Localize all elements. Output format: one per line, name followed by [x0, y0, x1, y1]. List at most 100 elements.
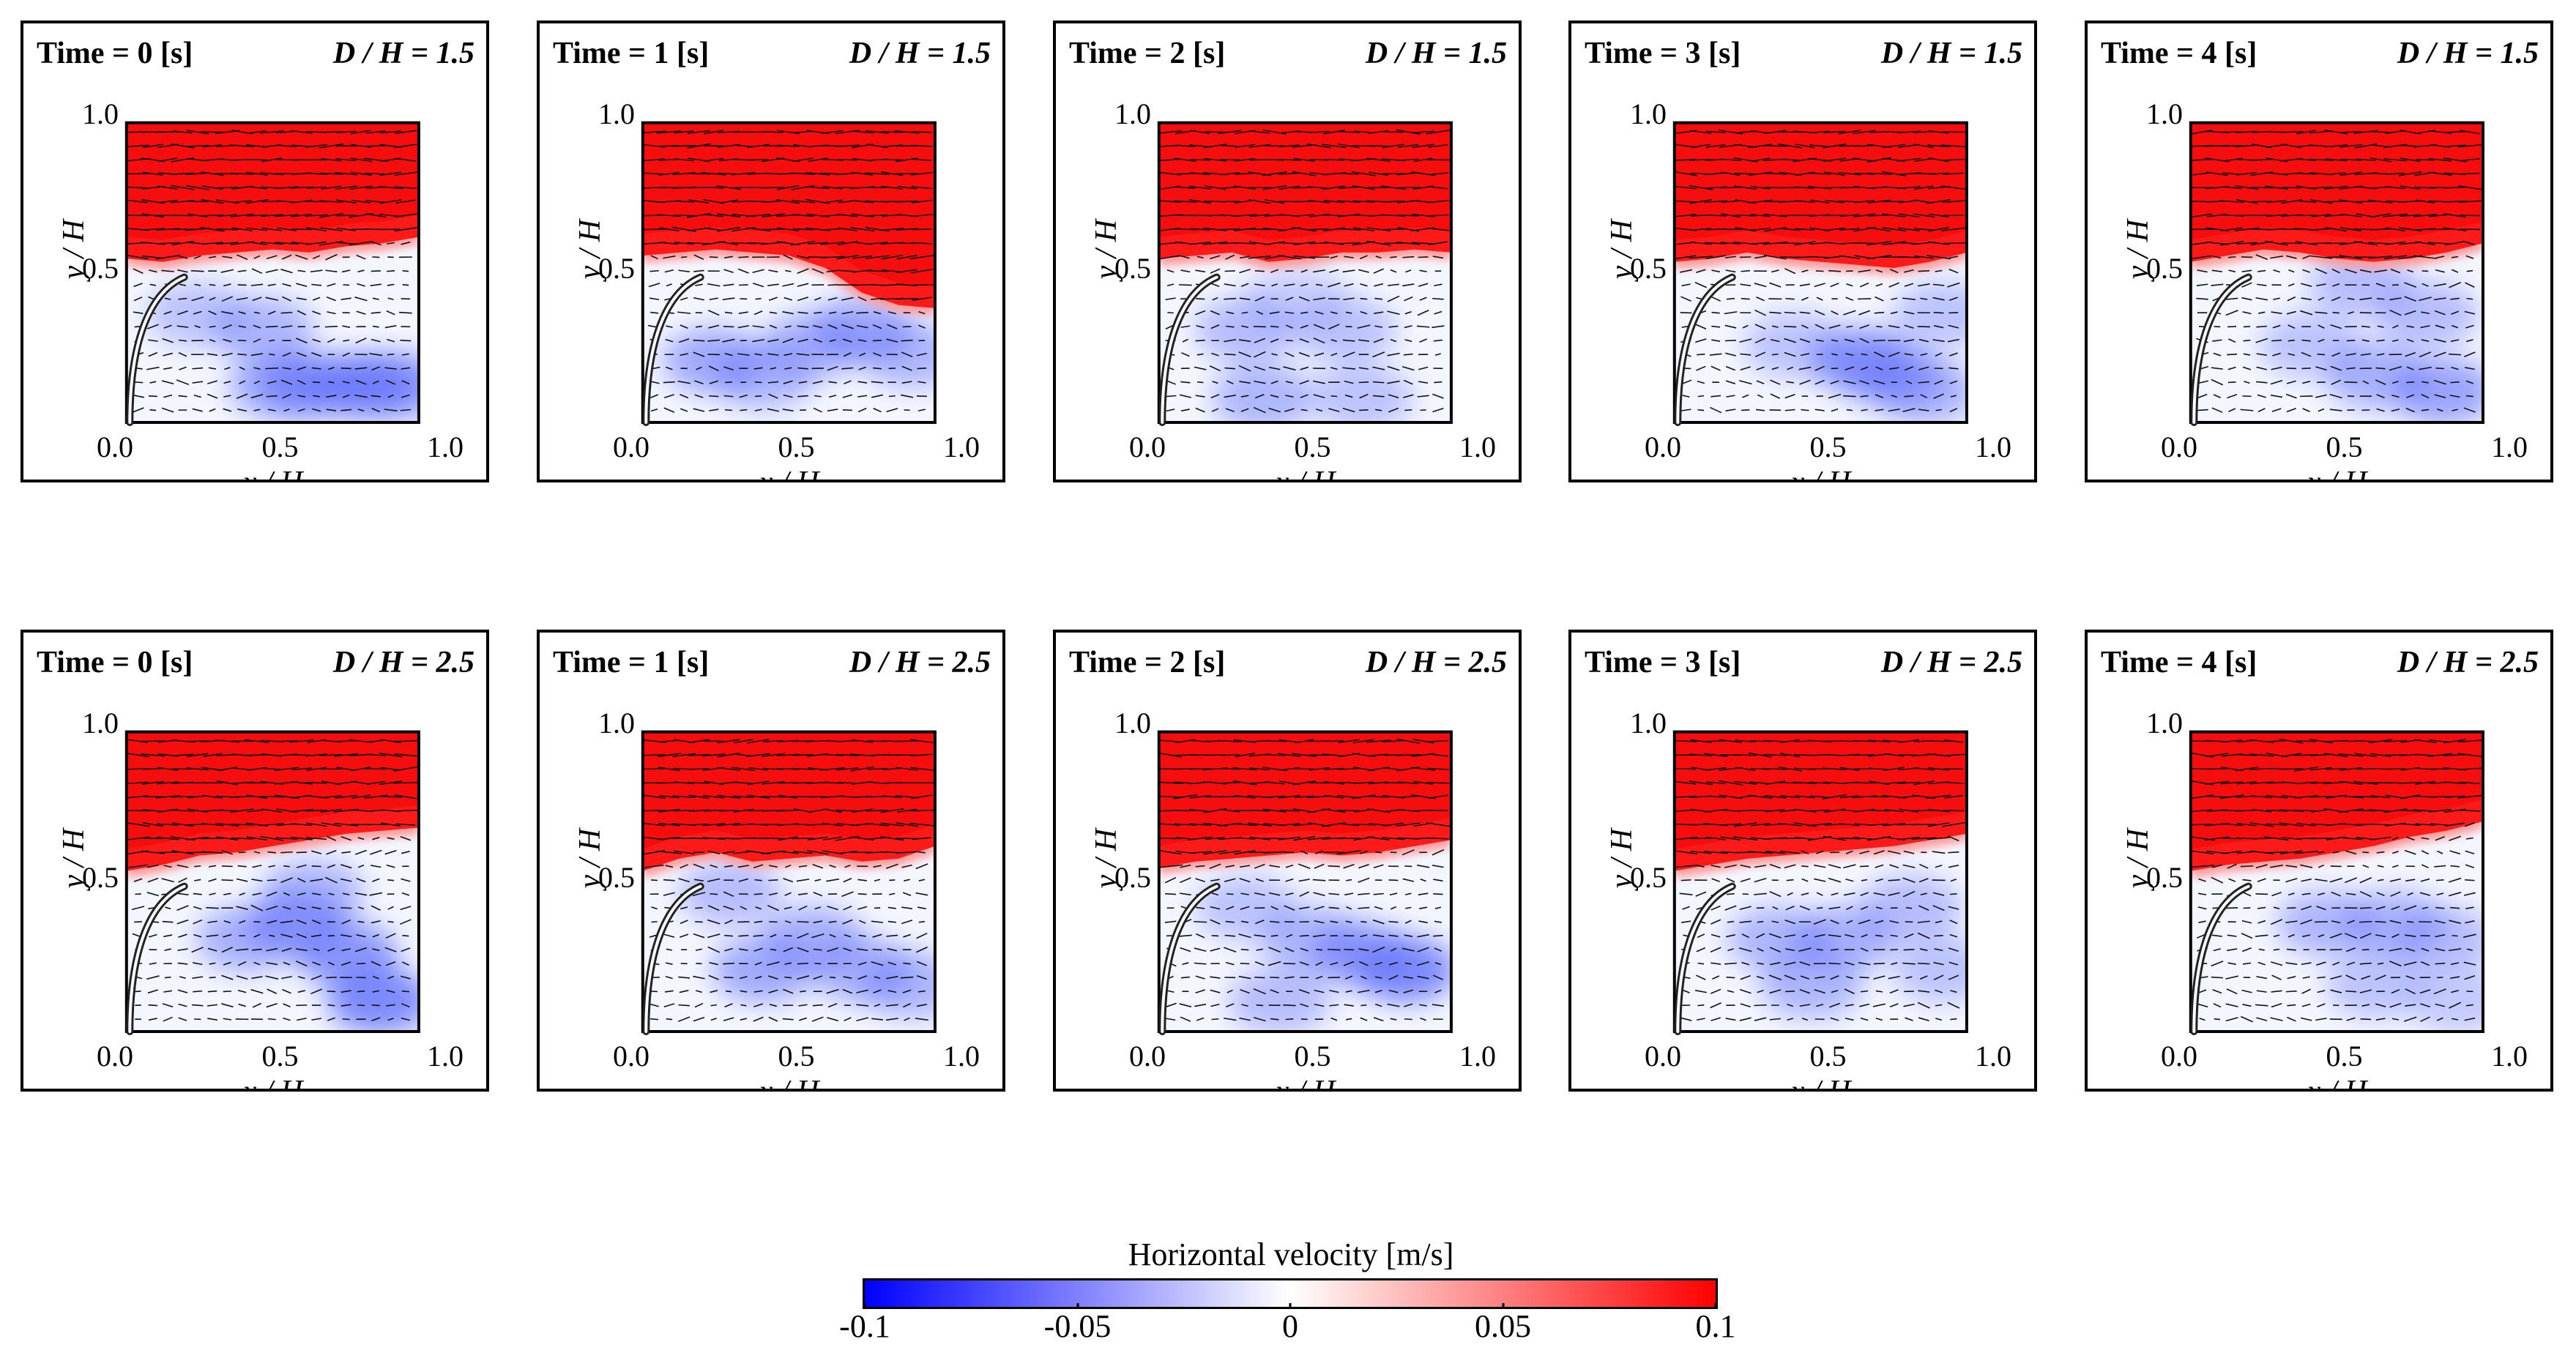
- velocity-vector: [752, 269, 764, 273]
- velocity-vector: [2281, 242, 2302, 245]
- velocity-vector: [1904, 269, 1914, 273]
- velocity-vector: [1786, 381, 1794, 384]
- velocity-vector: [253, 851, 261, 854]
- velocity-vector: [2383, 213, 2408, 217]
- velocity-vector: [365, 753, 386, 757]
- velocity-vector: [811, 268, 824, 275]
- velocity-vector: [1396, 187, 1421, 189]
- velocity-vector: [769, 311, 778, 314]
- velocity-vector: [370, 283, 381, 286]
- velocity-vector: [797, 947, 809, 952]
- velocity-vector: [386, 989, 395, 993]
- velocity-vector: [2405, 351, 2416, 357]
- velocity-vector: [342, 352, 350, 357]
- velocity-vector: [1298, 296, 1310, 302]
- velocity-vector: [709, 256, 718, 258]
- velocity-vector: [335, 794, 358, 799]
- velocity-vector: [163, 394, 173, 398]
- velocity-vector: [2338, 795, 2364, 799]
- velocity-vector: [1212, 381, 1218, 384]
- velocity-vector: [1397, 214, 1419, 217]
- velocity-vector: [335, 242, 357, 245]
- velocity-vector: [1927, 255, 1951, 260]
- velocity-vector: [1195, 339, 1205, 342]
- velocity-vector: [1763, 794, 1787, 799]
- velocity-vector: [2377, 962, 2384, 965]
- velocity-vector: [2435, 256, 2445, 259]
- velocity-vector: [835, 809, 860, 812]
- velocity-vector: [1942, 158, 1965, 161]
- velocity-vector: [1404, 962, 1412, 965]
- velocity-vector: [827, 297, 838, 301]
- curved-plate: [1676, 884, 1734, 1033]
- velocity-vector: [792, 754, 814, 756]
- velocity-vector: [1875, 878, 1883, 882]
- velocity-vector: [663, 1003, 675, 1008]
- velocity-vector: [281, 947, 292, 952]
- velocity-vector: [1285, 297, 1294, 301]
- velocity-vector: [2445, 822, 2465, 827]
- velocity-vector: [1309, 767, 1330, 771]
- velocity-vector: [2271, 339, 2282, 342]
- velocity-vector: [1358, 269, 1369, 273]
- velocity-vector: [2281, 143, 2302, 149]
- velocity-vector: [798, 905, 808, 911]
- velocity-vector: [2391, 933, 2400, 939]
- velocity-vector: [207, 947, 217, 952]
- velocity-vector: [1778, 822, 1802, 827]
- velocity-vector: [340, 907, 352, 909]
- velocity-vector: [1823, 157, 1847, 163]
- velocity-vector: [1725, 380, 1736, 384]
- velocity-vector: [663, 255, 676, 259]
- velocity-vector: [1695, 891, 1707, 897]
- velocity-vector: [1269, 865, 1280, 868]
- velocity-vector: [2226, 297, 2238, 300]
- velocity-vector: [252, 297, 262, 302]
- velocity-vector: [2236, 242, 2257, 245]
- velocity-vector: [673, 810, 695, 812]
- velocity-vector: [297, 892, 306, 896]
- velocity-vector: [1689, 780, 1713, 786]
- velocity-vector: [722, 338, 735, 343]
- velocity-vector: [687, 242, 711, 245]
- velocity-vector: [695, 948, 703, 951]
- velocity-vector: [2214, 1018, 2221, 1021]
- velocity-vector: [753, 310, 763, 316]
- velocity-vector: [1935, 864, 1943, 868]
- velocity-vector: [1254, 380, 1266, 384]
- velocity-vector: [2257, 408, 2266, 413]
- velocity-vector: [2234, 227, 2260, 231]
- velocity-vector: [865, 255, 890, 259]
- velocity-vector: [732, 781, 754, 784]
- velocity-vector: [2359, 297, 2372, 301]
- velocity-vector: [851, 130, 874, 134]
- velocity-vector: [911, 199, 933, 204]
- velocity-vector: [313, 395, 321, 398]
- velocity-vector: [1284, 351, 1295, 357]
- velocity-vector: [797, 892, 808, 895]
- velocity-vector: [784, 892, 792, 896]
- velocity-vector: [1800, 353, 1810, 357]
- velocity-vector: [1418, 283, 1429, 287]
- velocity-vector: [1428, 241, 1448, 246]
- velocity-vector: [1180, 325, 1191, 328]
- velocity-vector: [247, 241, 267, 245]
- velocity-vector: [206, 934, 219, 937]
- velocity-vector: [1920, 394, 1928, 399]
- velocity-vector: [1844, 988, 1855, 994]
- x-axis-label: x / H: [1790, 1075, 1853, 1089]
- velocity-vector: [2375, 974, 2386, 980]
- velocity-vector: [1710, 919, 1721, 925]
- velocity-vector: [384, 947, 397, 952]
- velocity-vector: [2464, 822, 2475, 827]
- velocity-vector: [903, 933, 911, 938]
- velocity-vector: [1786, 879, 1794, 881]
- velocity-vector: [192, 1004, 204, 1007]
- velocity-vector: [1928, 172, 1949, 176]
- velocity-vector: [1800, 975, 1810, 980]
- velocity-vector: [2450, 381, 2460, 384]
- velocity-vector: [176, 325, 189, 328]
- velocity-vector: [2227, 381, 2236, 384]
- velocity-vector: [2361, 1004, 2370, 1007]
- velocity-vector: [1733, 836, 1758, 841]
